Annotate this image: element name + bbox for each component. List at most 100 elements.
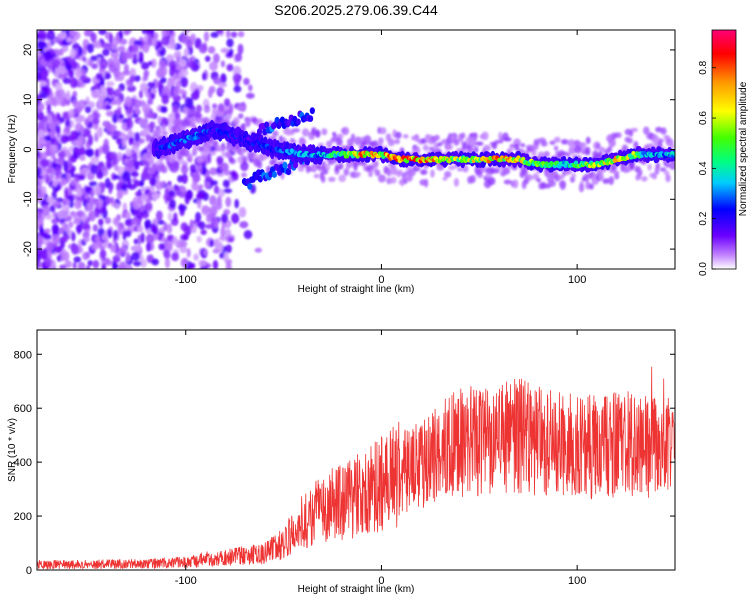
spectrogram-speckle <box>179 185 187 193</box>
spectrogram-halo <box>560 139 569 145</box>
spectrogram-speckle <box>80 75 88 81</box>
spectrogram-speckle <box>145 201 153 211</box>
spectrogram-halo <box>469 175 476 184</box>
spectrogram-speckle <box>72 90 78 98</box>
spectrogram-speckle <box>195 211 202 222</box>
spectrogram-speckle <box>176 88 185 95</box>
spectrogram-speckle <box>140 186 145 192</box>
spectrogram-speckle <box>135 191 142 197</box>
spectrogram-speckle <box>180 240 188 247</box>
spectrogram-speckle <box>91 117 100 125</box>
spectrogram-speckle <box>186 248 191 258</box>
snr-line <box>37 366 675 570</box>
spectrogram-speckle <box>238 206 247 218</box>
spectrogram-speckle <box>86 265 91 269</box>
spectrogram-halo <box>481 131 489 141</box>
spectrogram-speckle <box>91 242 100 250</box>
spectrogram-halo <box>549 140 556 145</box>
spectrogram-speckle <box>44 99 53 107</box>
spectrogram-speckle <box>112 217 120 226</box>
spectrogram-halo <box>195 117 203 124</box>
spectrogram-speckle <box>119 38 128 45</box>
spectrogram-speckle <box>209 61 218 71</box>
spectrogram-halo <box>328 160 335 165</box>
spectrogram-speckle <box>163 249 171 260</box>
spectrogram-halo <box>475 141 484 146</box>
spectrogram-speckle <box>140 232 145 244</box>
spectrogram-speckle <box>193 253 199 261</box>
spectrogram-speckle <box>52 37 58 44</box>
spectrogram-speckle <box>124 211 131 220</box>
spectrogram-speckle <box>134 132 141 143</box>
spectrogram-halo <box>184 148 190 156</box>
spectrogram-speckle <box>188 263 195 269</box>
spectrogram-speckle <box>77 114 86 122</box>
spectrogram-halo <box>430 169 435 178</box>
spectrogram-halo <box>350 133 356 141</box>
spectrogram-speckle <box>118 222 124 230</box>
spectrogram-halo <box>161 130 168 136</box>
spectrogram-halo <box>595 143 601 149</box>
upper-branch-mark <box>309 107 315 115</box>
spectrogram-speckle <box>101 143 110 154</box>
spectrogram-speckle <box>37 40 45 51</box>
spectrogram-speckle <box>128 159 134 168</box>
spectrogram-halo <box>599 173 604 181</box>
spectrogram-halo <box>325 140 333 147</box>
spectrogram-speckle <box>45 142 51 150</box>
spectrogram-speckle <box>37 33 47 40</box>
spectrogram-speckle <box>71 59 77 70</box>
spectrogram-speckle <box>58 116 65 124</box>
spectrogram-speckle <box>167 212 173 221</box>
spectrogram-y-axis-label: Frequency (Hz) <box>7 115 18 184</box>
spectrogram-speckle <box>112 229 119 241</box>
spectrogram-halo <box>578 183 585 193</box>
spectrogram-halo <box>321 160 326 169</box>
spectrogram-speckle <box>131 251 140 261</box>
spectrogram-speckle <box>155 210 163 221</box>
spectrogram-speckle <box>123 63 130 74</box>
spectrogram-speckle <box>105 104 112 110</box>
spectrogram-speckle <box>183 48 190 58</box>
spectrogram-speckle <box>129 75 136 82</box>
spectrogram-speckle <box>191 55 196 62</box>
spectrogram-speckle <box>97 97 104 109</box>
spectrogram-speckle <box>204 181 211 189</box>
spectrogram-speckle <box>112 262 119 269</box>
spectrogram-halo <box>473 146 479 154</box>
spectrogram-speckle <box>86 43 95 54</box>
spectrogram-halo <box>321 128 328 136</box>
spectrogram-speckle <box>42 86 48 93</box>
spectrogram-speckle <box>90 164 99 175</box>
spectrogram-speckle <box>118 114 124 120</box>
spectrogram-speckle <box>54 67 60 79</box>
spectrogram-speckle <box>170 77 176 87</box>
spectrogram-halo <box>571 172 576 179</box>
spectrogram-speckle <box>90 32 97 43</box>
y-tick-label: 20 <box>22 44 34 56</box>
spectrogram-speckle <box>58 48 64 56</box>
spectrogram-speckle <box>213 238 221 248</box>
spectrogram-speckle <box>99 58 108 70</box>
spectrogram-speckle <box>37 236 44 247</box>
spectrogram-speckle <box>96 170 104 179</box>
spectrogram-speckle <box>131 208 137 217</box>
spectrogram-speckle <box>201 164 207 176</box>
spectrogram-speckle <box>46 103 52 114</box>
spectrogram-halo <box>424 178 429 188</box>
spectrogram-speckle <box>45 149 52 157</box>
spectrogram-speckle <box>232 73 242 83</box>
spectrogram-speckle <box>137 234 142 246</box>
spectrogram-halo <box>145 134 153 141</box>
spectrogram-speckle <box>248 84 253 92</box>
spectrogram-speckle <box>160 77 167 84</box>
spectrogram-halo <box>637 168 643 176</box>
spectrogram-speckle <box>172 212 178 222</box>
ridge-core <box>573 160 579 165</box>
spectrogram-halo <box>659 167 667 172</box>
spectrogram-speckle <box>206 152 212 164</box>
spectrogram-halo <box>503 179 512 185</box>
spectrogram-speckle <box>175 189 181 196</box>
spectrogram-speckle <box>116 137 124 145</box>
spectrogram-speckle <box>41 204 51 216</box>
